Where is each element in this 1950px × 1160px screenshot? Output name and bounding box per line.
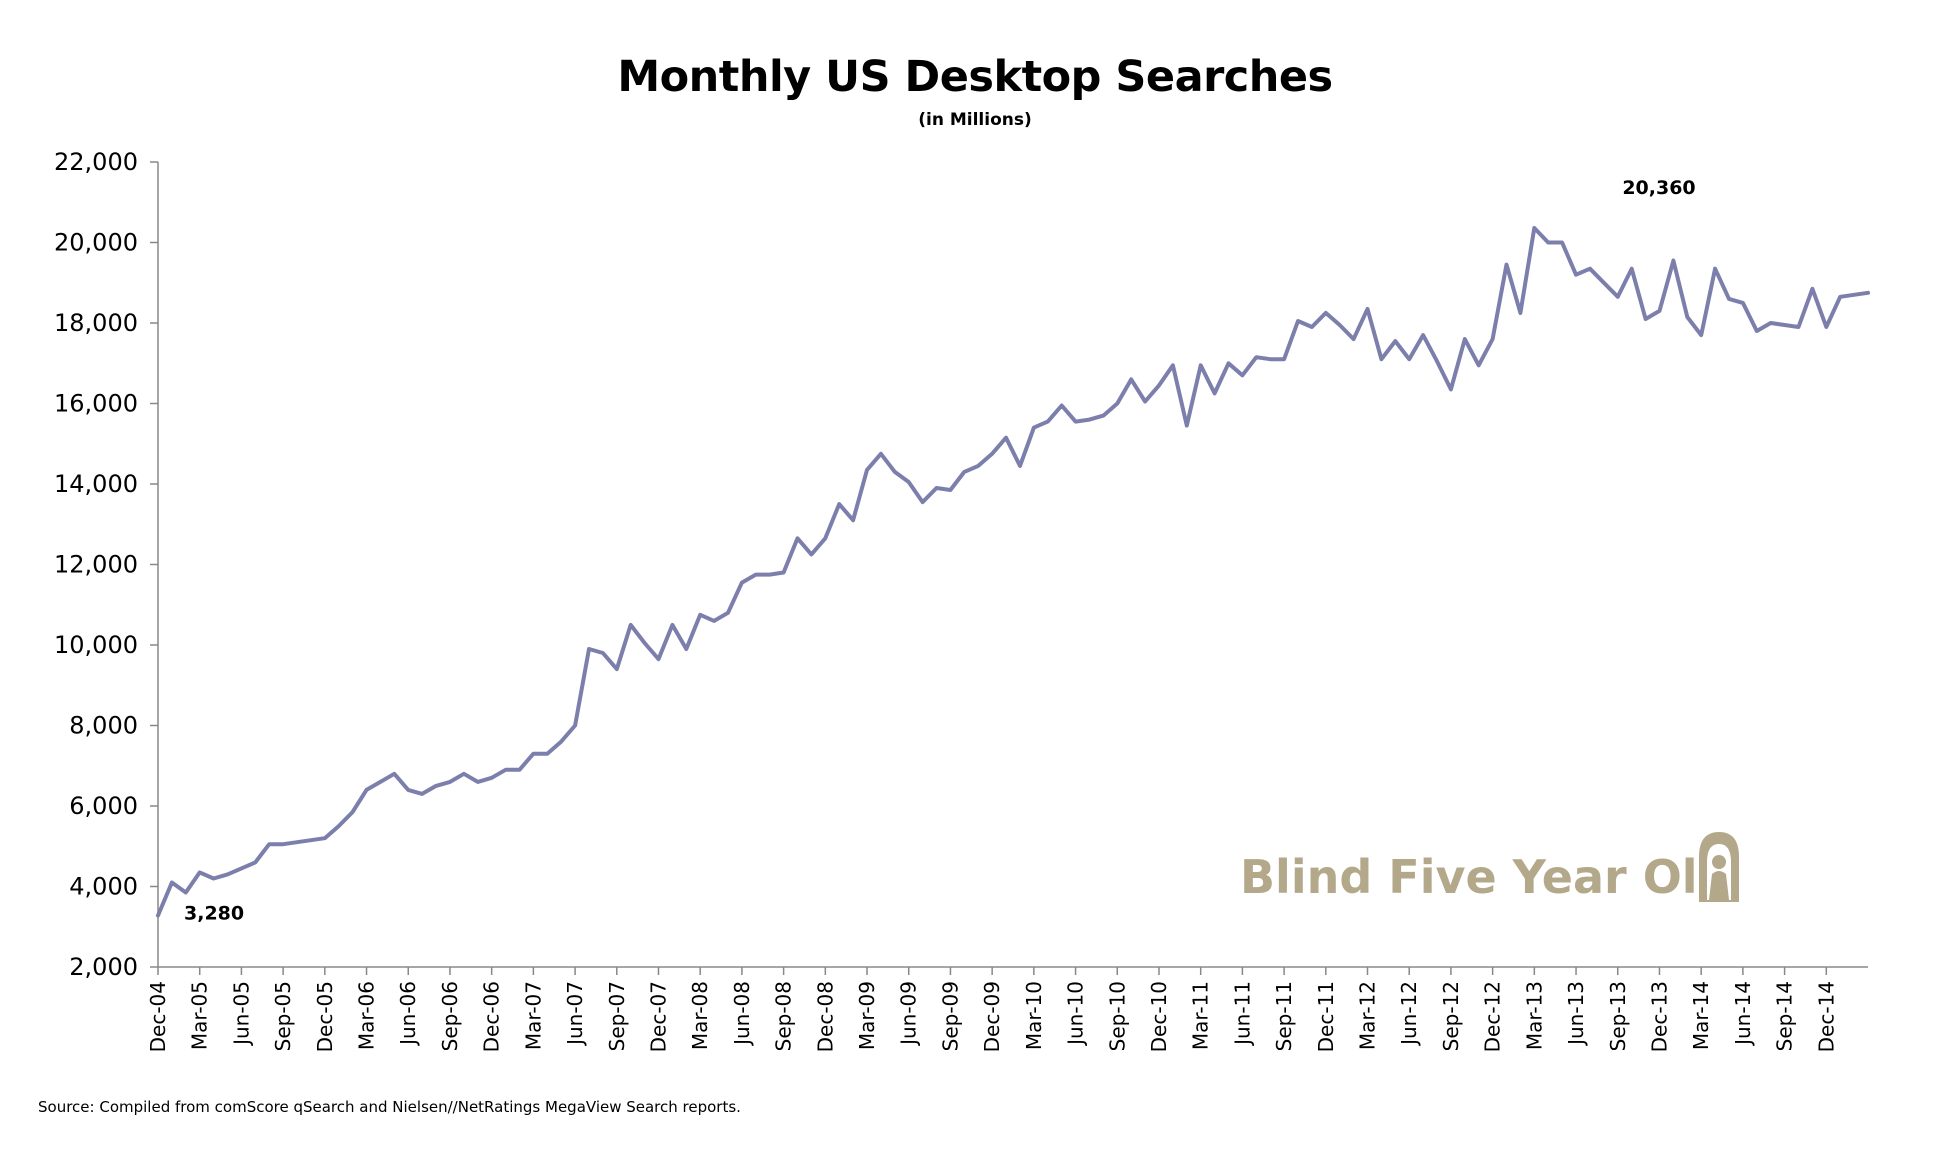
x-tick-label: Jun-12 xyxy=(1397,981,1421,1047)
x-tick-label: Mar-10 xyxy=(1022,981,1046,1050)
x-tick-label: Dec-09 xyxy=(980,981,1004,1052)
x-tick-label: Sep-13 xyxy=(1606,981,1630,1051)
x-tick-label: Sep-10 xyxy=(1105,981,1129,1051)
peak-value-label: 20,360 xyxy=(1622,177,1695,199)
y-tick-label: 12,000 xyxy=(54,551,138,579)
x-tick-label: Sep-06 xyxy=(438,981,462,1051)
watermark-logo: Blind Five Year Old xyxy=(1240,832,1739,904)
x-tick-label: Jun-13 xyxy=(1564,981,1588,1047)
x-tick-label: Mar-06 xyxy=(355,981,379,1050)
y-axis: 2,000 4,000 6,000 8,000 10,000 12,000 14,000 16… xyxy=(54,148,159,981)
x-tick-label: Sep-08 xyxy=(772,981,796,1051)
x-axis: Dec-04 Mar-05 Jun-05 Sep-05 Dec-05 Mar-06 Jun-… xyxy=(146,966,1868,1052)
y-tick-label: 10,000 xyxy=(54,631,138,659)
y-tick-label: 6,000 xyxy=(69,792,138,820)
x-tick-label: Dec-12 xyxy=(1481,981,1505,1052)
x-tick-label: Mar-07 xyxy=(521,981,545,1050)
x-tick-label: Mar-09 xyxy=(855,981,879,1050)
x-tick-label: Mar-13 xyxy=(1522,981,1546,1050)
x-tick-label: Dec-08 xyxy=(813,981,837,1052)
source-note: Source: Compiled from comScore qSearch a… xyxy=(38,1098,741,1116)
y-tick-label: 2,000 xyxy=(69,953,138,981)
series-layer xyxy=(156,226,1870,918)
x-tick-label: Jun-14 xyxy=(1731,981,1755,1047)
start-value-label: 3,280 xyxy=(184,902,244,924)
x-tick-label: Dec-05 xyxy=(313,981,337,1052)
x-tick-label: Mar-12 xyxy=(1356,981,1380,1050)
x-tick-label: Sep-12 xyxy=(1439,981,1463,1051)
x-tick-label: Dec-11 xyxy=(1314,981,1338,1052)
y-tick-label: 18,000 xyxy=(54,309,138,337)
y-tick-label: 14,000 xyxy=(54,470,138,498)
x-tick-label: Dec-14 xyxy=(1814,981,1838,1052)
x-tick-label: Jun-08 xyxy=(730,981,754,1047)
x-tick-label: Dec-06 xyxy=(480,981,504,1052)
x-tick-label: Sep-14 xyxy=(1773,981,1797,1051)
x-tick-label: Jun-10 xyxy=(1064,981,1088,1047)
x-tick-label: Dec-13 xyxy=(1647,981,1671,1052)
hooded-figure-icon xyxy=(1699,832,1739,902)
x-tick-label: Dec-10 xyxy=(1147,981,1171,1052)
x-tick-label: Dec-07 xyxy=(646,981,670,1052)
y-tick-label: 4,000 xyxy=(69,873,138,901)
x-tick-label: Mar-05 xyxy=(188,981,212,1050)
y-tick-label: 8,000 xyxy=(69,712,138,740)
x-tick-label: Jun-07 xyxy=(563,981,587,1047)
y-tick-label: 20,000 xyxy=(54,229,138,257)
series-line xyxy=(156,226,1870,918)
y-tick-label: 16,000 xyxy=(54,390,138,418)
x-tick-label: Jun-06 xyxy=(396,981,420,1047)
chart-subtitle: (in Millions) xyxy=(918,110,1032,130)
x-tick-label: Sep-11 xyxy=(1272,981,1296,1051)
y-tick-label: 22,000 xyxy=(54,148,138,176)
x-tick-label: Jun-09 xyxy=(897,981,921,1047)
annotation-layer: 3,280 20,360 xyxy=(184,177,1696,924)
x-tick-label: Mar-08 xyxy=(688,981,712,1050)
x-tick-label: Dec-04 xyxy=(146,981,170,1052)
x-tick-label: Sep-07 xyxy=(605,981,629,1051)
x-tick-label: Jun-11 xyxy=(1230,981,1254,1047)
x-tick-label: Sep-09 xyxy=(938,981,962,1051)
chart-title: Monthly US Desktop Searches xyxy=(617,52,1333,102)
watermark-text: Blind Five Year Old xyxy=(1240,850,1731,904)
x-tick-label: Mar-14 xyxy=(1689,981,1713,1050)
x-tick-label: Jun-05 xyxy=(229,981,253,1047)
x-tick-label: Sep-05 xyxy=(271,981,295,1051)
x-tick-label: Mar-11 xyxy=(1189,981,1213,1050)
